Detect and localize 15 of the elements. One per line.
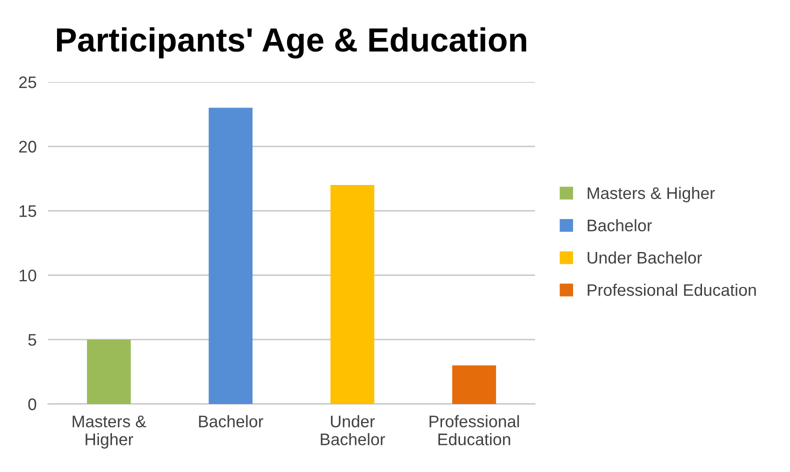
x-tick-label: Masters & Higher — [72, 416, 146, 449]
y-tick-label: 15 — [20, 205, 36, 218]
chart-title: Participants' Age & Education — [57, 27, 526, 59]
y-tick-label: 5 — [28, 334, 36, 346]
x-tick-label: Bachelor — [199, 415, 264, 428]
y-tick-label: 25 — [19, 76, 36, 88]
legend-label: Bachelor — [588, 219, 652, 232]
x-tick-label: Professional Education — [430, 415, 519, 446]
x-tick-label: Under Bachelor — [320, 415, 385, 446]
y-tick-label: 0 — [28, 398, 36, 410]
y-tick-label: 10 — [20, 270, 36, 282]
legend-label: Professional Education — [588, 284, 756, 296]
y-tick-label: 20 — [19, 140, 36, 153]
legend-label: Masters & Higher — [588, 186, 715, 202]
legend-label: Under Bachelor — [588, 251, 702, 264]
